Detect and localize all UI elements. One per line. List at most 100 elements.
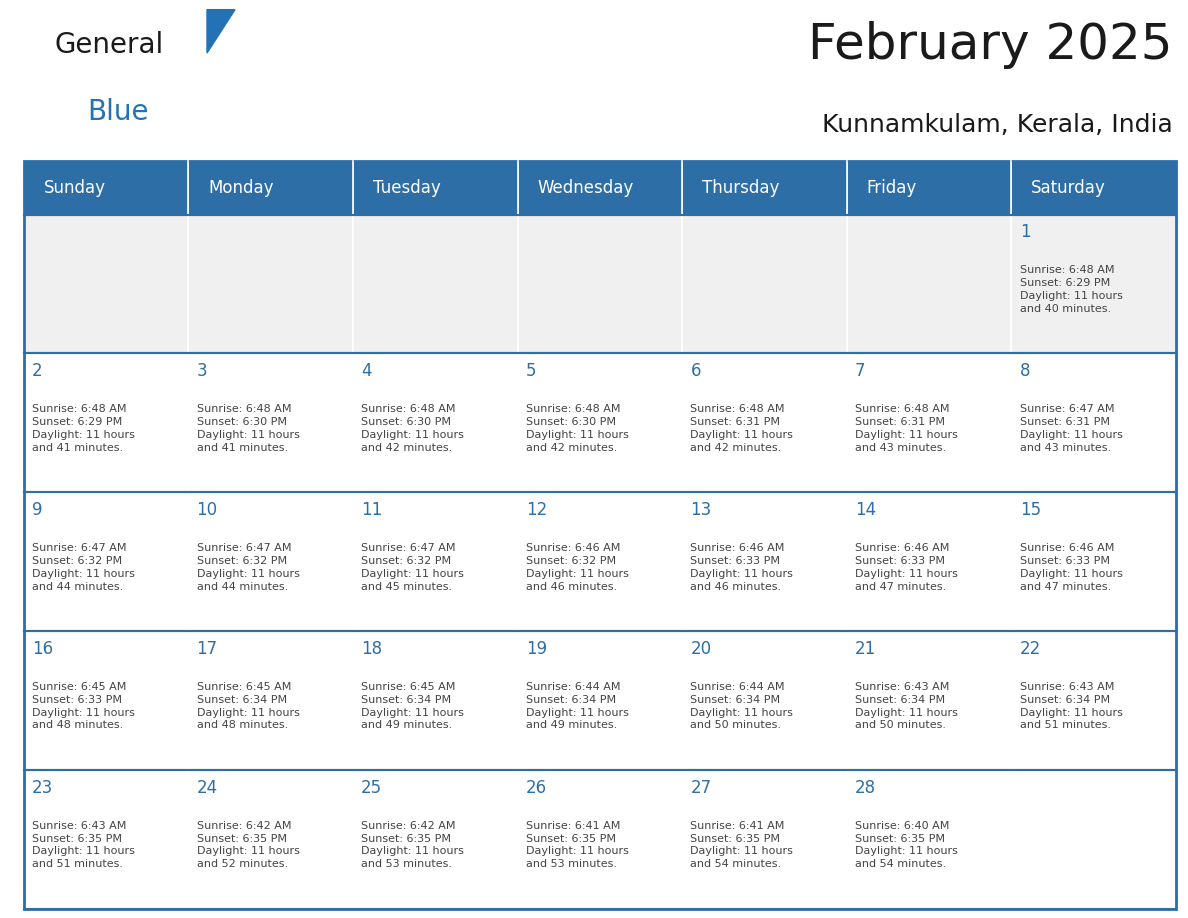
Text: Sunrise: 6:47 AM
Sunset: 6:32 PM
Daylight: 11 hours
and 45 minutes.: Sunrise: 6:47 AM Sunset: 6:32 PM Dayligh… <box>361 543 465 591</box>
Text: Blue: Blue <box>87 98 148 127</box>
Bar <box>1011 631 1176 770</box>
Bar <box>24 161 1176 909</box>
Bar <box>1011 161 1176 215</box>
Bar <box>24 161 189 215</box>
Bar <box>518 770 682 909</box>
Bar <box>847 631 1011 770</box>
Bar <box>1011 215 1176 353</box>
Text: Monday: Monday <box>208 179 273 196</box>
Bar <box>189 161 353 215</box>
Text: Sunrise: 6:41 AM
Sunset: 6:35 PM
Daylight: 11 hours
and 53 minutes.: Sunrise: 6:41 AM Sunset: 6:35 PM Dayligh… <box>526 821 628 869</box>
Text: 14: 14 <box>855 501 877 520</box>
Text: 21: 21 <box>855 640 877 658</box>
Bar <box>518 353 682 492</box>
Text: 4: 4 <box>361 363 372 380</box>
Bar <box>1011 492 1176 631</box>
Text: Sunrise: 6:45 AM
Sunset: 6:34 PM
Daylight: 11 hours
and 49 minutes.: Sunrise: 6:45 AM Sunset: 6:34 PM Dayligh… <box>361 682 465 731</box>
Text: 3: 3 <box>196 363 207 380</box>
Bar <box>189 215 353 353</box>
Text: Sunrise: 6:43 AM
Sunset: 6:34 PM
Daylight: 11 hours
and 50 minutes.: Sunrise: 6:43 AM Sunset: 6:34 PM Dayligh… <box>855 682 958 731</box>
Text: 23: 23 <box>32 779 53 797</box>
Bar <box>847 161 1011 215</box>
Bar <box>353 492 518 631</box>
Text: Sunrise: 6:44 AM
Sunset: 6:34 PM
Daylight: 11 hours
and 50 minutes.: Sunrise: 6:44 AM Sunset: 6:34 PM Dayligh… <box>690 682 794 731</box>
Text: 10: 10 <box>196 501 217 520</box>
Text: Friday: Friday <box>866 179 917 196</box>
Text: Sunrise: 6:48 AM
Sunset: 6:29 PM
Daylight: 11 hours
and 40 minutes.: Sunrise: 6:48 AM Sunset: 6:29 PM Dayligh… <box>1019 265 1123 314</box>
Bar <box>189 770 353 909</box>
Bar <box>847 770 1011 909</box>
Bar <box>847 492 1011 631</box>
Bar <box>518 161 682 215</box>
Text: Thursday: Thursday <box>702 179 779 196</box>
Text: Sunrise: 6:46 AM
Sunset: 6:33 PM
Daylight: 11 hours
and 47 minutes.: Sunrise: 6:46 AM Sunset: 6:33 PM Dayligh… <box>855 543 958 591</box>
Bar <box>353 353 518 492</box>
Bar <box>682 161 847 215</box>
Text: Sunrise: 6:42 AM
Sunset: 6:35 PM
Daylight: 11 hours
and 53 minutes.: Sunrise: 6:42 AM Sunset: 6:35 PM Dayligh… <box>361 821 465 869</box>
Bar <box>353 631 518 770</box>
Bar <box>847 353 1011 492</box>
Text: Sunrise: 6:44 AM
Sunset: 6:34 PM
Daylight: 11 hours
and 49 minutes.: Sunrise: 6:44 AM Sunset: 6:34 PM Dayligh… <box>526 682 628 731</box>
Bar <box>24 492 189 631</box>
Text: Sunrise: 6:46 AM
Sunset: 6:33 PM
Daylight: 11 hours
and 46 minutes.: Sunrise: 6:46 AM Sunset: 6:33 PM Dayligh… <box>690 543 794 591</box>
Text: 17: 17 <box>196 640 217 658</box>
Text: Sunrise: 6:48 AM
Sunset: 6:29 PM
Daylight: 11 hours
and 41 minutes.: Sunrise: 6:48 AM Sunset: 6:29 PM Dayligh… <box>32 404 135 453</box>
Bar <box>1011 353 1176 492</box>
Text: Sunrise: 6:48 AM
Sunset: 6:30 PM
Daylight: 11 hours
and 42 minutes.: Sunrise: 6:48 AM Sunset: 6:30 PM Dayligh… <box>361 404 465 453</box>
Text: Sunrise: 6:45 AM
Sunset: 6:33 PM
Daylight: 11 hours
and 48 minutes.: Sunrise: 6:45 AM Sunset: 6:33 PM Dayligh… <box>32 682 135 731</box>
Text: 5: 5 <box>526 363 536 380</box>
Text: 16: 16 <box>32 640 53 658</box>
Bar <box>24 353 189 492</box>
Bar <box>353 215 518 353</box>
Bar <box>518 492 682 631</box>
Text: 1: 1 <box>1019 223 1030 241</box>
Text: Sunrise: 6:43 AM
Sunset: 6:35 PM
Daylight: 11 hours
and 51 minutes.: Sunrise: 6:43 AM Sunset: 6:35 PM Dayligh… <box>32 821 135 869</box>
Text: 15: 15 <box>1019 501 1041 520</box>
Text: Sunrise: 6:48 AM
Sunset: 6:31 PM
Daylight: 11 hours
and 42 minutes.: Sunrise: 6:48 AM Sunset: 6:31 PM Dayligh… <box>690 404 794 453</box>
Text: 9: 9 <box>32 501 43 520</box>
Text: 24: 24 <box>196 779 217 797</box>
Bar <box>24 215 189 353</box>
Text: Sunrise: 6:48 AM
Sunset: 6:30 PM
Daylight: 11 hours
and 42 minutes.: Sunrise: 6:48 AM Sunset: 6:30 PM Dayligh… <box>526 404 628 453</box>
Bar <box>847 215 1011 353</box>
Bar <box>518 631 682 770</box>
Text: 18: 18 <box>361 640 383 658</box>
Text: 6: 6 <box>690 363 701 380</box>
Bar <box>682 492 847 631</box>
Bar <box>189 353 353 492</box>
Text: Sunrise: 6:45 AM
Sunset: 6:34 PM
Daylight: 11 hours
and 48 minutes.: Sunrise: 6:45 AM Sunset: 6:34 PM Dayligh… <box>196 682 299 731</box>
Text: Sunrise: 6:47 AM
Sunset: 6:32 PM
Daylight: 11 hours
and 44 minutes.: Sunrise: 6:47 AM Sunset: 6:32 PM Dayligh… <box>196 543 299 591</box>
Text: Saturday: Saturday <box>1031 179 1106 196</box>
Bar <box>682 631 847 770</box>
Text: 20: 20 <box>690 640 712 658</box>
Bar <box>189 492 353 631</box>
Text: Kunnamkulam, Kerala, India: Kunnamkulam, Kerala, India <box>822 113 1173 138</box>
Bar <box>24 770 189 909</box>
Text: Sunrise: 6:43 AM
Sunset: 6:34 PM
Daylight: 11 hours
and 51 minutes.: Sunrise: 6:43 AM Sunset: 6:34 PM Dayligh… <box>1019 682 1123 731</box>
Text: Sunrise: 6:47 AM
Sunset: 6:32 PM
Daylight: 11 hours
and 44 minutes.: Sunrise: 6:47 AM Sunset: 6:32 PM Dayligh… <box>32 543 135 591</box>
Bar <box>353 770 518 909</box>
Text: Sunrise: 6:48 AM
Sunset: 6:30 PM
Daylight: 11 hours
and 41 minutes.: Sunrise: 6:48 AM Sunset: 6:30 PM Dayligh… <box>196 404 299 453</box>
Text: 28: 28 <box>855 779 877 797</box>
Text: 2: 2 <box>32 363 43 380</box>
Text: February 2025: February 2025 <box>809 21 1173 69</box>
Bar <box>682 353 847 492</box>
Bar <box>682 770 847 909</box>
Text: 25: 25 <box>361 779 383 797</box>
Bar <box>682 215 847 353</box>
Text: Sunrise: 6:40 AM
Sunset: 6:35 PM
Daylight: 11 hours
and 54 minutes.: Sunrise: 6:40 AM Sunset: 6:35 PM Dayligh… <box>855 821 958 869</box>
Text: 8: 8 <box>1019 363 1030 380</box>
Text: 12: 12 <box>526 501 548 520</box>
Text: Sunrise: 6:47 AM
Sunset: 6:31 PM
Daylight: 11 hours
and 43 minutes.: Sunrise: 6:47 AM Sunset: 6:31 PM Dayligh… <box>1019 404 1123 453</box>
Text: 19: 19 <box>526 640 546 658</box>
Bar <box>1011 770 1176 909</box>
Text: 26: 26 <box>526 779 546 797</box>
Text: Sunrise: 6:42 AM
Sunset: 6:35 PM
Daylight: 11 hours
and 52 minutes.: Sunrise: 6:42 AM Sunset: 6:35 PM Dayligh… <box>196 821 299 869</box>
Text: General: General <box>55 31 164 59</box>
Text: 22: 22 <box>1019 640 1041 658</box>
Text: Sunrise: 6:48 AM
Sunset: 6:31 PM
Daylight: 11 hours
and 43 minutes.: Sunrise: 6:48 AM Sunset: 6:31 PM Dayligh… <box>855 404 958 453</box>
Bar <box>24 631 189 770</box>
Text: 7: 7 <box>855 363 866 380</box>
Text: 27: 27 <box>690 779 712 797</box>
Text: 11: 11 <box>361 501 383 520</box>
